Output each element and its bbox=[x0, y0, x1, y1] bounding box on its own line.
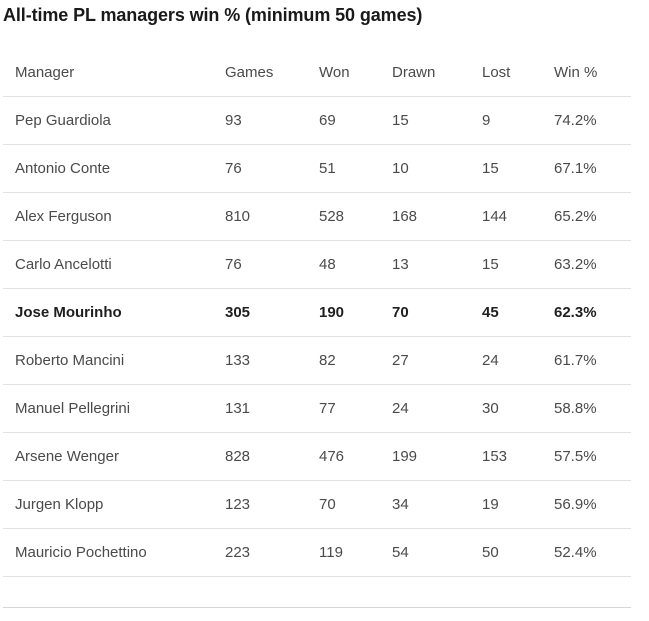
table-row: Antonio Conte 76 51 10 15 67.1% bbox=[3, 145, 631, 193]
table-row: Mauricio Pochettino 223 119 54 50 52.4% bbox=[3, 529, 631, 577]
drawn-cell: 15 bbox=[392, 112, 409, 129]
lost-cell: 50 bbox=[482, 544, 499, 561]
win-pct-cell: 65.2% bbox=[554, 208, 597, 225]
win-pct-cell: 52.4% bbox=[554, 544, 597, 561]
win-pct-cell: 67.1% bbox=[554, 160, 597, 177]
column-header-lost: Lost bbox=[482, 64, 511, 81]
win-pct-cell: 58.8% bbox=[554, 400, 597, 417]
won-cell: 190 bbox=[319, 304, 345, 321]
games-cell: 810 bbox=[225, 208, 251, 225]
games-cell: 133 bbox=[225, 352, 251, 369]
table-row: Arsene Wenger 828 476 199 153 57.5% bbox=[3, 433, 631, 481]
won-cell: 119 bbox=[319, 544, 343, 561]
drawn-cell: 54 bbox=[392, 544, 409, 561]
table-row: Roberto Mancini 133 82 27 24 61.7% bbox=[3, 337, 631, 385]
games-cell: 76 bbox=[225, 160, 242, 177]
table-title: All-time PL managers win % (minimum 50 g… bbox=[3, 5, 423, 25]
games-cell: 305 bbox=[225, 304, 251, 321]
drawn-cell: 168 bbox=[392, 208, 418, 225]
table-row: Jurgen Klopp 123 70 34 19 56.9% bbox=[3, 481, 631, 529]
win-pct-cell: 74.2% bbox=[554, 112, 597, 129]
win-pct-cell: 57.5% bbox=[554, 448, 597, 465]
managers-win-table: Manager Games Won Drawn Lost Win % Pep G… bbox=[3, 49, 631, 577]
drawn-cell: 13 bbox=[392, 256, 409, 273]
column-header-won: Won bbox=[319, 64, 350, 81]
drawn-cell: 34 bbox=[392, 496, 409, 513]
won-cell: 476 bbox=[319, 448, 345, 465]
games-cell: 123 bbox=[225, 496, 251, 513]
drawn-cell: 199 bbox=[392, 448, 418, 465]
drawn-cell: 10 bbox=[392, 160, 409, 177]
stats-table-container: Manager Games Won Drawn Lost Win % Pep G… bbox=[3, 49, 631, 577]
won-cell: 69 bbox=[319, 112, 336, 129]
won-cell: 51 bbox=[319, 160, 336, 177]
games-cell: 93 bbox=[225, 112, 242, 129]
manager-cell: Antonio Conte bbox=[15, 160, 111, 177]
column-header-drawn: Drawn bbox=[392, 64, 436, 81]
lost-cell: 15 bbox=[482, 256, 499, 273]
win-pct-cell: 63.2% bbox=[554, 256, 597, 273]
lost-cell: 24 bbox=[482, 352, 499, 369]
manager-cell: Roberto Mancini bbox=[15, 352, 125, 369]
win-pct-cell: 56.9% bbox=[554, 496, 597, 513]
table-row: Alex Ferguson 810 528 168 144 65.2% bbox=[3, 193, 631, 241]
manager-cell: Manuel Pellegrini bbox=[15, 400, 131, 417]
won-cell: 70 bbox=[319, 496, 336, 513]
won-cell: 82 bbox=[319, 352, 336, 369]
lost-cell: 19 bbox=[482, 496, 499, 513]
manager-cell: Pep Guardiola bbox=[15, 112, 111, 129]
table-body: Pep Guardiola 93 69 15 9 74.2% Antonio Conte 76… bbox=[3, 97, 631, 577]
lost-cell: 15 bbox=[482, 160, 499, 177]
won-cell: 528 bbox=[319, 208, 345, 225]
manager-cell: Jurgen Klopp bbox=[15, 496, 104, 513]
manager-cell: Arsene Wenger bbox=[15, 448, 119, 465]
drawn-cell: 27 bbox=[392, 352, 409, 369]
win-pct-cell: 61.7% bbox=[554, 352, 597, 369]
drawn-cell: 70 bbox=[392, 304, 409, 321]
column-header-games: Games bbox=[225, 64, 274, 81]
manager-cell: Alex Ferguson bbox=[15, 208, 112, 225]
table-row: Carlo Ancelotti 76 48 13 15 63.2% bbox=[3, 241, 631, 289]
drawn-cell: 24 bbox=[392, 400, 409, 417]
column-header-manager: Manager bbox=[15, 64, 75, 81]
games-cell: 131 bbox=[225, 400, 251, 417]
table-row: Pep Guardiola 93 69 15 9 74.2% bbox=[3, 97, 631, 145]
table-row: Manuel Pellegrini 131 77 24 30 58.8% bbox=[3, 385, 631, 433]
lost-cell: 30 bbox=[482, 400, 499, 417]
games-cell: 828 bbox=[225, 448, 251, 465]
column-header-win-pct: Win % bbox=[554, 64, 598, 81]
lost-cell: 153 bbox=[482, 448, 508, 465]
games-cell: 223 bbox=[225, 544, 251, 561]
won-cell: 77 bbox=[319, 400, 336, 417]
manager-cell: Carlo Ancelotti bbox=[15, 256, 112, 273]
footer-divider bbox=[3, 607, 631, 608]
manager-cell: Mauricio Pochettino bbox=[15, 544, 147, 561]
table-row: Jose Mourinho 305 190 70 45 62.3% bbox=[3, 289, 631, 337]
lost-cell: 9 bbox=[482, 112, 491, 129]
games-cell: 76 bbox=[225, 256, 242, 273]
won-cell: 48 bbox=[319, 256, 336, 273]
lost-cell: 45 bbox=[482, 304, 499, 321]
header-row: Manager Games Won Drawn Lost Win % bbox=[3, 49, 631, 97]
win-pct-cell: 62.3% bbox=[554, 304, 597, 321]
manager-cell: Jose Mourinho bbox=[15, 304, 122, 321]
lost-cell: 144 bbox=[482, 208, 508, 225]
